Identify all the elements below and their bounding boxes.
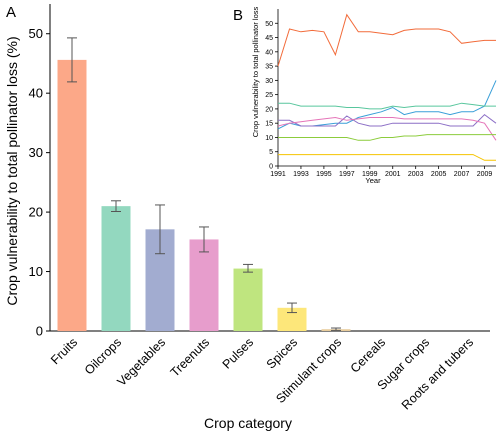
panel-b-x-tick-label: 2009 xyxy=(477,171,493,178)
panel-b-y-tick-label: 0 xyxy=(269,164,273,171)
panel-a-y-tick-label: 0 xyxy=(36,324,43,339)
panel-b-series-line xyxy=(278,134,496,141)
panel-b-series-line xyxy=(278,102,496,110)
panel-a-letter: A xyxy=(6,4,16,21)
panel-a-y-axis-label: Crop vulnerability to total pollinator l… xyxy=(4,36,20,305)
panel-b-series-line xyxy=(278,154,496,161)
panel-b-y-tick-label: 45 xyxy=(265,35,273,42)
panel-b-x-tick-label: 2001 xyxy=(385,171,401,178)
panel-b-x-tick-label: 1999 xyxy=(362,171,378,178)
panel-a-y-tick-label: 40 xyxy=(29,86,43,101)
panel-a-x-axis-label: Crop category xyxy=(204,415,292,431)
panel-b-y-tick-label: 25 xyxy=(265,92,273,99)
panel-a-bar xyxy=(57,59,87,332)
panel-a-category-label: Pulses xyxy=(220,335,256,371)
panel-b: B Crop vulnerability to total pollinator… xyxy=(233,7,497,185)
panel-b-y-tick-label: 50 xyxy=(265,21,273,28)
panel-a-category-label: Cereals xyxy=(348,335,388,375)
panel-b-x-axis-label: Year xyxy=(365,176,381,185)
panel-b-x-tick-label: 1991 xyxy=(270,171,286,178)
panel-a-y-tick-label: 50 xyxy=(29,26,43,41)
panel-b-series-line xyxy=(277,116,497,141)
panel-b-y-tick-label: 5 xyxy=(269,149,273,156)
panel-b-y-tick-label: 20 xyxy=(265,106,273,113)
panel-b-y-tick-label: 10 xyxy=(265,135,273,142)
panel-a-category-label: Fruits xyxy=(48,335,80,367)
panel-a-category-label: Treenuts xyxy=(168,335,212,379)
panel-a-y-tick-label: 20 xyxy=(29,205,43,220)
panel-b-x-tick-label: 2003 xyxy=(408,171,424,178)
panel-a-bar xyxy=(233,268,263,331)
panel-b-x-tick-label: 1993 xyxy=(293,171,309,178)
panel-a-bar xyxy=(277,307,307,331)
panel-b-x-tick-label: 1995 xyxy=(316,171,332,178)
panel-b-x-tick-label: 2005 xyxy=(431,171,447,178)
panel-b-y-tick-label: 40 xyxy=(265,49,273,56)
panel-a-category-label: Spices xyxy=(264,335,300,371)
panel-b-x-tick-label: 2007 xyxy=(454,171,470,178)
panel-b-y-tick-label: 30 xyxy=(265,78,273,85)
panel-b-y-tick-label: 35 xyxy=(265,64,273,71)
panel-a-y-tick-label: 30 xyxy=(29,145,43,160)
panel-b-y-axis-label: Crop vulnerability to total pollinator l… xyxy=(251,7,260,138)
panel-a-bar xyxy=(101,206,131,331)
panel-b-x-tick-label: 1997 xyxy=(339,171,355,178)
panel-b-y-tick-label: 15 xyxy=(265,121,273,128)
panel-b-letter: B xyxy=(233,7,243,24)
panel-a-category-label: Oilcrops xyxy=(82,335,124,377)
panel-a-y-tick-label: 10 xyxy=(29,264,43,279)
panel-a-bar xyxy=(189,239,219,331)
panel-b-background xyxy=(247,4,497,188)
panel-b-series-line xyxy=(277,13,496,67)
panel-b-series-line xyxy=(278,113,497,127)
panel-a-category-label: Vegetables xyxy=(114,335,168,389)
